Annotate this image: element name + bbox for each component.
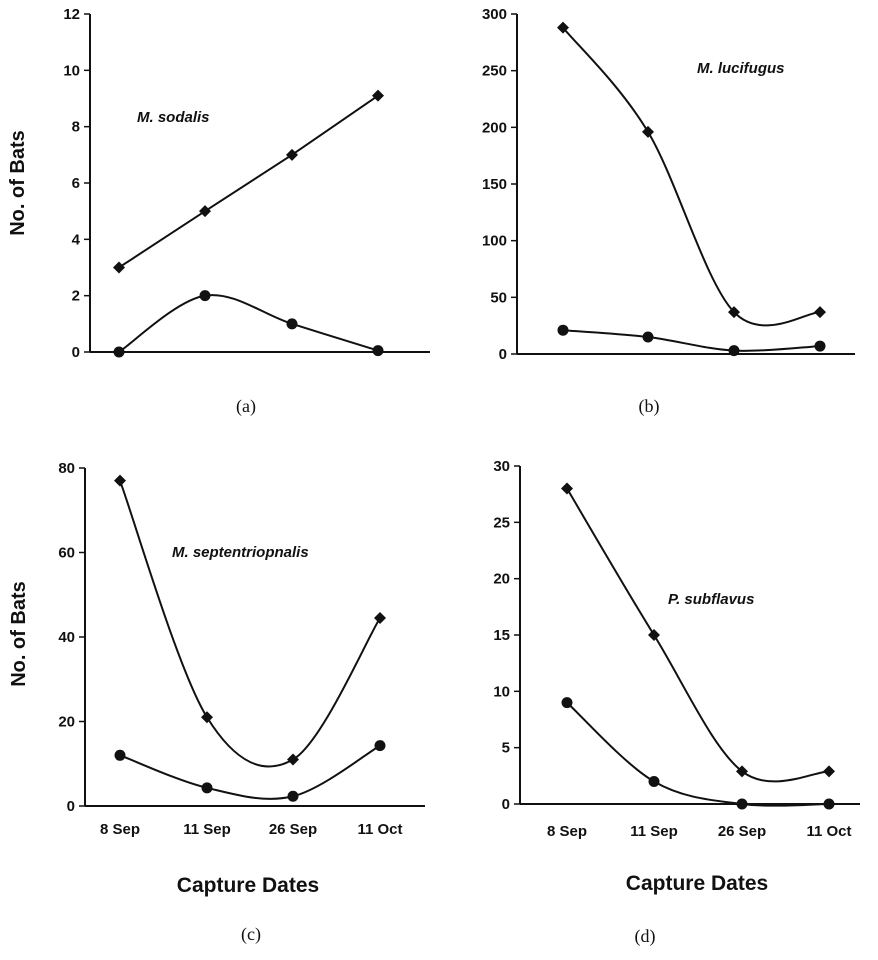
y-tick-label: 20 [493, 571, 510, 588]
chart-panel-2: 0 50 100 150 200 250 300 M. lucifugus (b) [482, 6, 855, 417]
series-line [118, 94, 379, 269]
y-tick-label: 4 [72, 231, 81, 248]
circle-point [114, 749, 126, 761]
series-line [562, 26, 821, 327]
diamond-point [287, 753, 299, 766]
diamond-point [201, 711, 213, 724]
y-tick-label: 200 [482, 119, 507, 136]
x-tick-label: 26 Sep [269, 821, 317, 838]
y-tick-label: 30 [493, 458, 510, 475]
y-axis-title: No. of Bats [7, 130, 29, 236]
y-axis-title: No. of Bats [8, 581, 30, 687]
series-line [119, 744, 381, 800]
x-tick-label: 11 Oct [357, 821, 402, 838]
y-tick-label: 0 [67, 798, 75, 815]
circle-point [286, 318, 298, 330]
panel-label: (c) [241, 924, 261, 945]
series-line [566, 488, 830, 783]
y-tick-label: 150 [482, 176, 507, 193]
diamond-point [199, 205, 211, 218]
diamond-point [114, 474, 126, 487]
circle-point [642, 331, 654, 343]
y-tick-label: 8 [72, 119, 80, 136]
diamond-point [642, 125, 654, 138]
y-tick-label: 250 [482, 63, 507, 80]
species-annotation: P. subflavus [668, 591, 754, 608]
panel-label: (d) [635, 926, 656, 947]
species-annotation: M. sodalis [137, 109, 210, 126]
circle-point [374, 740, 386, 752]
y-tick-label: 12 [63, 6, 80, 23]
panel-label: (b) [639, 396, 660, 417]
y-tick-label: 2 [72, 288, 80, 305]
circle-point [648, 775, 660, 787]
diamond-point [736, 765, 748, 778]
diamond-point [374, 611, 386, 624]
y-tick-label: 20 [58, 714, 75, 731]
species-annotation: M. lucifugus [697, 60, 785, 77]
circle-point [201, 782, 213, 794]
circle-point [814, 340, 826, 352]
y-tick-label: 10 [493, 683, 510, 700]
y-tick-label: 0 [72, 344, 80, 361]
y-tick-label: 300 [482, 6, 507, 23]
circle-point [561, 697, 573, 709]
diamond-point [372, 89, 384, 102]
x-tick-label: 11 Sep [630, 823, 678, 840]
circle-point [113, 346, 125, 358]
x-tick-label: 11 Sep [183, 821, 231, 838]
y-tick-label: 0 [502, 796, 510, 813]
diamond-point [557, 21, 569, 34]
chart-panel-1: 0 2 4 6 8 10 12 No. of Bats M. sodalis (a) [7, 6, 430, 417]
circle-point [728, 345, 740, 357]
circle-point [823, 798, 835, 810]
y-tick-label: 50 [490, 289, 507, 306]
x-axis-title: Capture Dates [177, 874, 319, 897]
y-tick-label: 80 [58, 460, 75, 477]
diamond-point [823, 765, 835, 778]
x-tick-label: 8 Sep [100, 821, 140, 838]
chart-panel-3: 0 20 40 60 80 8 Sep 11 Sep 26 Sep 11 Oct No. of B… [8, 460, 425, 945]
y-tick-label: 100 [482, 233, 507, 250]
circle-point [372, 345, 384, 357]
diamond-point [648, 629, 660, 641]
y-tick-label: 40 [58, 629, 75, 646]
circle-point [287, 790, 299, 802]
circle-point [199, 290, 211, 302]
diamond-point [561, 482, 573, 495]
x-tick-label: 8 Sep [547, 823, 587, 840]
panel-label: (a) [236, 396, 256, 417]
series-line [119, 480, 381, 768]
y-tick-label: 15 [493, 627, 510, 644]
x-axis-title: Capture Dates [626, 872, 768, 895]
y-tick-label: 6 [72, 175, 80, 192]
diamond-point [113, 261, 125, 274]
y-tick-label: 0 [499, 346, 507, 363]
circle-point [557, 324, 569, 336]
y-tick-label: 25 [493, 514, 510, 531]
series-line [118, 294, 379, 353]
diamond-point [286, 148, 298, 161]
diamond-point [728, 306, 740, 319]
diamond-point [814, 306, 826, 319]
chart-panel-4: 0 5 10 15 20 25 30 8 Sep 11 Sep 26 Sep 11 Oct Captu… [493, 458, 860, 947]
y-tick-label: 60 [58, 545, 75, 562]
x-tick-label: 11 Oct [806, 823, 851, 840]
series-line [562, 329, 821, 352]
series-line [566, 701, 830, 807]
species-annotation: M. septentriopnalis [172, 544, 309, 561]
y-tick-label: 10 [63, 62, 80, 79]
circle-point [736, 798, 748, 810]
x-tick-label: 26 Sep [718, 823, 766, 840]
y-tick-label: 5 [502, 740, 510, 757]
